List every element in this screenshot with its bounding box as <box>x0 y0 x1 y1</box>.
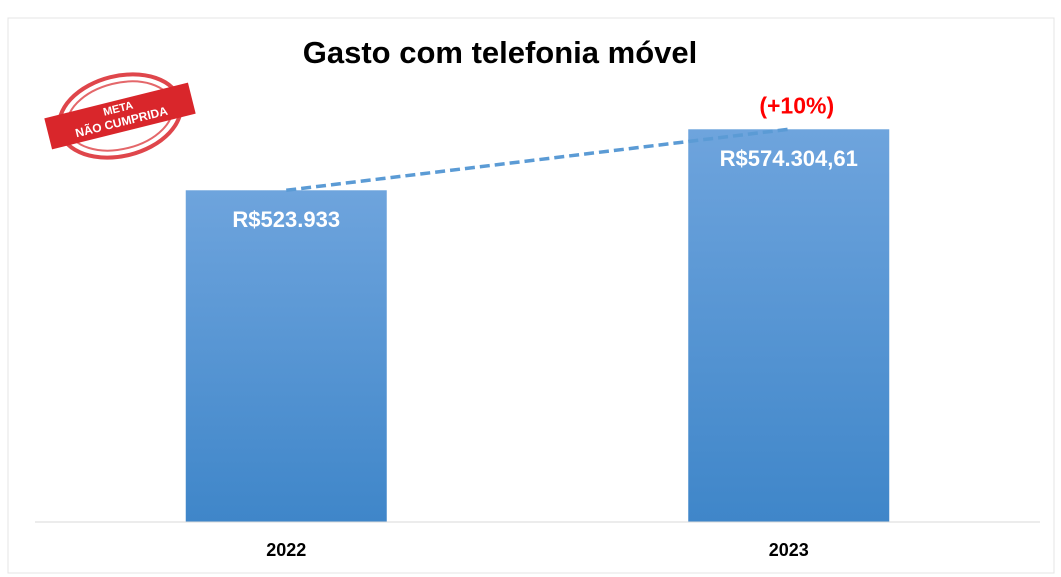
chart-title: Gasto com telefonia móvel <box>303 35 698 70</box>
bar <box>688 129 890 522</box>
stamp: META NÃO CUMPRIDA <box>44 72 196 160</box>
x-tick-label: 2023 <box>769 540 809 560</box>
annotation: (+10%) <box>759 92 834 118</box>
value-label: R$574.304,61 <box>720 146 858 171</box>
x-tick-label: 2022 <box>266 540 306 560</box>
trend-line <box>286 127 789 193</box>
value-label: R$523.933 <box>232 207 340 232</box>
stamp-banner <box>44 82 196 150</box>
bar <box>185 190 387 523</box>
